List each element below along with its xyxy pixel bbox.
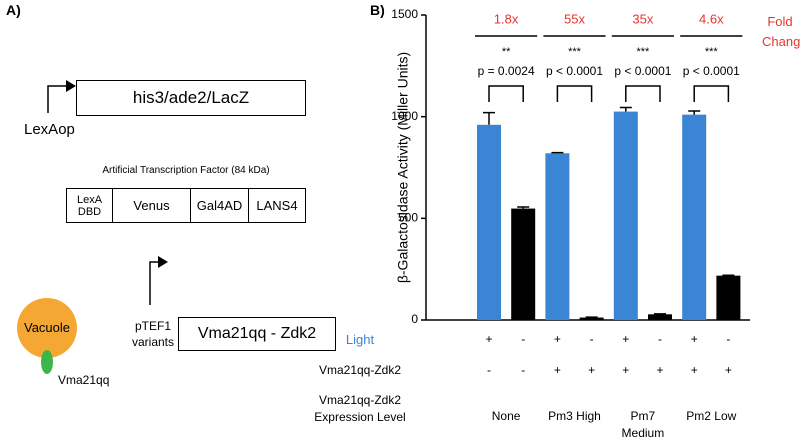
anchor-label: Vma21qq xyxy=(58,373,110,387)
row-value: - xyxy=(487,363,491,377)
row-value: + xyxy=(656,363,663,377)
reporter-box: his3/ade2/LacZ xyxy=(76,80,306,116)
row-value: - xyxy=(590,332,594,346)
domain-box: LexA DBD xyxy=(66,188,113,223)
p-value: p < 0.0001 xyxy=(683,64,740,78)
promoter-label: LexAop xyxy=(24,121,75,138)
p-value: p = 0.0024 xyxy=(478,64,535,78)
domain-box: Venus xyxy=(112,188,191,223)
vacuole-label: Vacuole xyxy=(23,320,70,335)
row-value: + xyxy=(485,332,492,346)
row-value: + xyxy=(622,332,629,346)
expression-level: None xyxy=(491,409,521,423)
error-bar xyxy=(619,106,632,112)
fold-change: 35x xyxy=(632,11,653,26)
panel-label: A) xyxy=(6,2,21,18)
fold-change: 1.8x xyxy=(494,11,519,26)
bar xyxy=(648,314,672,320)
panel-label: B) xyxy=(370,2,385,18)
y-axis-label: β-Galactosidase Activity (Miller Units) xyxy=(395,52,411,283)
bar xyxy=(613,111,638,320)
fold-change: 55x xyxy=(564,11,585,26)
bracket xyxy=(693,85,730,102)
fold-change-label: Fold Change xyxy=(762,14,800,49)
error-bar xyxy=(483,111,495,125)
y-tick-label: 500 xyxy=(398,211,418,225)
row-value: - xyxy=(521,363,525,377)
error-bar xyxy=(551,151,564,154)
y-tick-label: 0 xyxy=(411,312,418,326)
row-value: + xyxy=(725,363,732,377)
atf-title: Artificial Transcription Factor (84 kDa) xyxy=(102,165,270,176)
bracket xyxy=(488,85,524,102)
row-value: + xyxy=(622,363,629,377)
expression-label: Vma21qq-Zdk2 Expression Level xyxy=(314,393,406,424)
bracket xyxy=(556,85,593,102)
y-tick-label: 1500 xyxy=(391,7,418,21)
row-value: + xyxy=(554,332,561,346)
error-bar xyxy=(517,206,530,209)
row-value: + xyxy=(588,363,595,377)
promoter-arrow xyxy=(47,85,68,113)
p-value: p < 0.0001 xyxy=(614,64,671,78)
row-label: Vma21qq-Zdk2 xyxy=(318,363,402,377)
bar xyxy=(682,114,707,320)
expression-level: Pm3 High xyxy=(548,409,601,423)
row-label: Light xyxy=(345,332,375,347)
row-value: + xyxy=(691,332,698,346)
row-value: + xyxy=(554,363,561,377)
error-bar xyxy=(688,110,701,115)
expression-level: Pm7 Medium xyxy=(621,409,665,440)
ptef-label: pTEF1 variants xyxy=(131,319,175,349)
construct-box: Vma21qq - Zdk2 xyxy=(178,317,336,351)
significance: *** xyxy=(705,46,719,58)
arrow-head xyxy=(158,256,168,268)
domain-box: Gal4AD xyxy=(190,188,249,223)
bracket xyxy=(625,85,661,102)
row-value: - xyxy=(521,332,525,346)
ptef-arrow xyxy=(149,261,160,305)
bar xyxy=(716,275,741,320)
vacuole xyxy=(17,298,77,358)
significance: ** xyxy=(502,46,511,58)
row-value: - xyxy=(658,332,662,346)
significance: *** xyxy=(636,46,650,58)
anchor-protein xyxy=(41,350,53,374)
domain-box: LANS4 xyxy=(248,188,306,223)
y-tick-label: 1000 xyxy=(391,109,418,123)
row-value: + xyxy=(691,363,698,377)
bar xyxy=(579,317,604,320)
bar xyxy=(545,153,570,320)
significance: *** xyxy=(568,46,582,58)
expression-level: Pm2 Low xyxy=(686,409,737,423)
bar xyxy=(477,124,501,320)
bar xyxy=(511,208,536,320)
arrow-head xyxy=(66,80,76,92)
p-value: p < 0.0001 xyxy=(546,64,603,78)
fold-change: 4.6x xyxy=(699,11,724,26)
row-value: - xyxy=(726,332,730,346)
